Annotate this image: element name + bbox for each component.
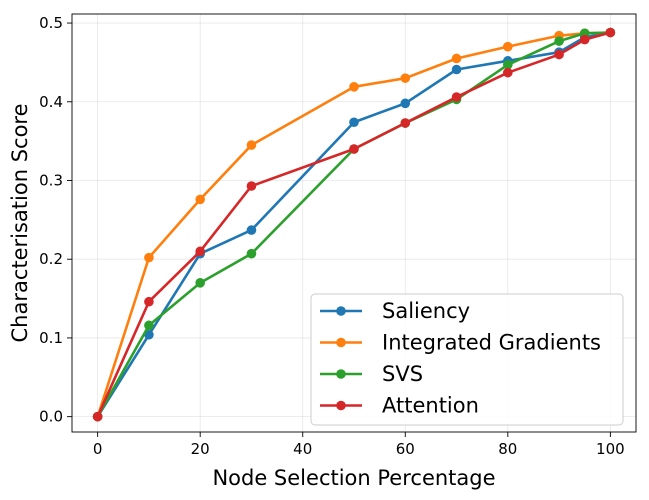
data-point [144,296,154,307]
grid [72,14,636,432]
data-point [144,329,154,340]
y-tick-label: 0.0 [39,408,63,426]
x-tick-label: 40 [293,440,312,458]
data-point [451,64,462,75]
legend-entry: Attention [320,394,479,418]
data-point [400,98,411,109]
x-tick-label: 60 [396,440,415,458]
data-point [246,225,257,235]
data-point [144,252,154,263]
legend-label: Attention [382,394,479,418]
legend-entries: Saliency Integrated Gradients SVS Attention [320,299,601,418]
data-point [579,34,590,45]
data-point [92,411,103,422]
data-point [503,59,513,70]
data-point [195,194,205,205]
data-point [195,246,205,257]
series-group [92,27,616,422]
data-point [144,320,154,331]
legend-entry: Saliency [320,299,470,323]
data-point [400,73,411,83]
x-tick-label: 100 [596,440,625,458]
legend-swatch-marker [336,369,346,379]
data-point [605,27,616,38]
legend-label: Saliency [382,299,470,323]
x-axis-label: Node Selection Percentage [212,466,495,490]
y-axis-label: Characterisation Score [8,103,32,342]
legend-swatch-marker [336,306,346,316]
data-point [400,118,411,128]
data-point [554,36,564,46]
data-point [246,248,257,259]
data-point [451,92,462,102]
legend-swatch-marker [336,400,346,411]
data-point [195,278,205,288]
data-point [503,41,513,52]
y-tick-label: 0.3 [39,171,63,189]
legend: Saliency Integrated Gradients SVS Attention [310,293,624,426]
legend-entry: Integrated Gradients [320,331,601,355]
x-tick-label: 0 [93,440,103,458]
y-tick-label: 0.1 [39,329,63,347]
legend-entry: SVS [320,362,423,386]
legend-label: SVS [382,362,423,386]
y-tick-label: 0.2 [39,250,63,268]
data-point [246,181,257,191]
legend-swatch-marker [336,337,346,348]
data-point [349,82,359,92]
x-tick-label: 80 [498,440,517,458]
legend-box [310,293,624,426]
data-point [349,144,359,154]
series-attention [92,27,616,422]
data-point [554,49,564,60]
ticks: 0 20 40 60 80 100 0.0 0.1 0.2 0.3 0.4 0.5 [39,14,625,458]
legend-label: Integrated Gradients [382,331,601,355]
y-tick-label: 0.4 [39,93,63,111]
data-point [349,117,359,128]
data-point [503,67,513,78]
x-tick-label: 20 [191,440,210,458]
plot-frame [71,13,637,433]
data-point [246,140,257,150]
y-tick-label: 0.5 [39,14,63,32]
data-point [451,53,462,64]
